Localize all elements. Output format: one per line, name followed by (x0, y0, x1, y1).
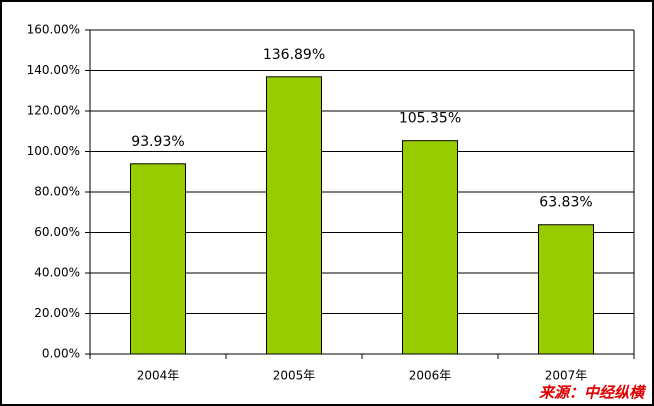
bar (538, 224, 594, 355)
value-label: 93.93% (131, 134, 184, 150)
y-tick-label: 120.00% (27, 104, 80, 118)
value-label: 105.35% (399, 111, 461, 127)
y-tick-label: 0.00% (42, 347, 80, 361)
y-tick-label: 160.00% (27, 23, 80, 37)
bar (266, 76, 322, 355)
source-note: 来源：中经纵横 (539, 384, 647, 402)
bar (402, 140, 458, 355)
x-tick-label: 2006年 (409, 369, 452, 383)
x-tick-label: 2007年 (545, 369, 588, 383)
bar (130, 163, 186, 355)
y-tick-label: 20.00% (34, 306, 80, 320)
value-label: 63.83% (539, 195, 592, 211)
y-tick-label: 140.00% (27, 63, 80, 77)
x-tick-label: 2004年 (137, 369, 180, 383)
y-tick-label: 60.00% (34, 225, 80, 239)
x-tick-label: 2005年 (273, 369, 316, 383)
y-tick-label: 100.00% (27, 144, 80, 158)
value-label: 136.89% (263, 47, 325, 63)
y-tick-label: 80.00% (34, 185, 80, 199)
y-tick-label: 40.00% (34, 266, 80, 280)
